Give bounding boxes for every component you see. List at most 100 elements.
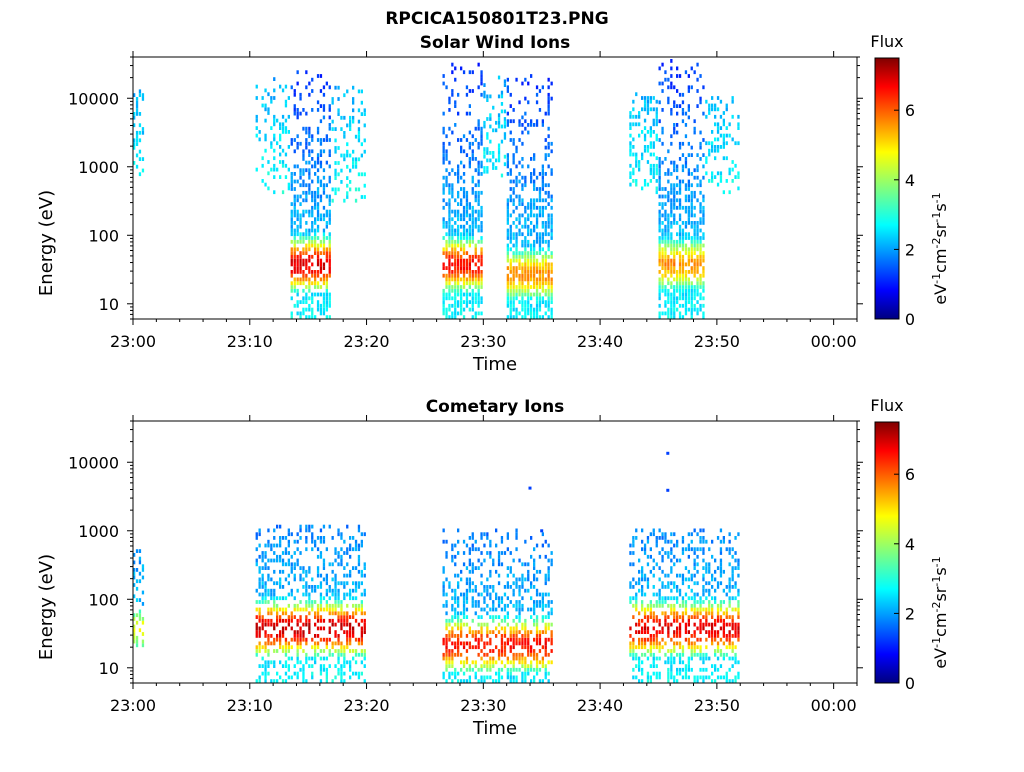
heatmap-cell: [693, 641, 696, 646]
heatmap-cell: [670, 262, 673, 267]
heatmap-cell: [687, 618, 690, 623]
heatmap-cell: [646, 585, 650, 589]
heatmap-cell: [311, 536, 314, 540]
heatmap-cell: [322, 104, 326, 108]
heatmap-cell: [506, 581, 509, 586]
heatmap-cell: [457, 641, 460, 646]
heatmap-cell: [512, 254, 515, 259]
heatmap-cell: [290, 251, 293, 255]
heatmap-cell: [535, 175, 539, 180]
heatmap-cell: [486, 585, 489, 589]
heatmap-cell: [302, 634, 305, 638]
heatmap-cell: [468, 558, 471, 563]
heatmap-cell: [349, 622, 352, 627]
heatmap-cell: [340, 532, 343, 537]
heatmap-cell: [655, 111, 658, 115]
heatmap-cell: [448, 664, 451, 668]
heatmap-cell: [643, 577, 647, 582]
heatmap-cell: [270, 596, 273, 601]
heatmap-cell: [509, 296, 512, 301]
heatmap-cell: [480, 77, 483, 82]
heatmap-cell: [515, 224, 518, 229]
heatmap-cell: [687, 187, 690, 191]
heatmap-cell: [512, 664, 515, 668]
heatmap-cell: [454, 588, 457, 593]
heatmap-cell: [667, 243, 670, 248]
heatmap-cell: [547, 247, 550, 252]
heatmap-cell: [442, 296, 445, 301]
heatmap-cell: [328, 618, 331, 623]
x-tick-label: 00:00: [811, 696, 857, 715]
heatmap-cell: [687, 213, 690, 218]
heatmap-cell: [702, 138, 705, 142]
heatmap-cell: [658, 251, 661, 255]
heatmap-cell: [445, 307, 448, 312]
heatmap-cell: [734, 645, 737, 650]
heatmap-cell: [547, 153, 550, 157]
heatmap-cell: [678, 277, 682, 282]
heatmap-cell: [673, 100, 676, 105]
heatmap-cell: [477, 558, 480, 563]
heatmap-cell: [512, 236, 515, 240]
heatmap-cell: [641, 679, 644, 683]
heatmap-cell: [676, 104, 679, 108]
heatmap-cell: [468, 258, 471, 263]
heatmap-cell: [690, 607, 693, 612]
heatmap-cell: [737, 660, 740, 665]
heatmap-cell: [334, 588, 337, 593]
heatmap-cell: [287, 532, 290, 537]
heatmap-cell: [550, 262, 553, 267]
heatmap-cell: [357, 675, 361, 680]
heatmap-cell: [290, 141, 293, 146]
heatmap-cell: [471, 157, 474, 161]
heatmap-cell: [328, 243, 331, 248]
heatmap-cell: [664, 213, 667, 218]
heatmap-cell: [512, 153, 515, 157]
heatmap-cell: [340, 153, 343, 158]
heatmap-cell: [681, 258, 685, 263]
heatmap-cell: [290, 592, 293, 597]
heatmap-cell: [696, 266, 699, 270]
heatmap-cell: [448, 630, 451, 634]
heatmap-cell: [533, 224, 536, 229]
colorbar-title: Flux: [870, 396, 903, 415]
heatmap-cell: [471, 190, 474, 195]
heatmap-cell: [267, 652, 270, 657]
heatmap-cell: [632, 645, 635, 650]
heatmap-cell: [728, 190, 731, 195]
heatmap-cell: [305, 603, 308, 608]
heatmap-cell: [693, 205, 696, 210]
heatmap-cells: [133, 451, 740, 683]
heatmap-cell: [643, 137, 647, 142]
heatmap-cell: [322, 664, 326, 668]
heatmap-cell: [474, 277, 477, 282]
heatmap-cell: [731, 137, 734, 142]
heatmap-cell: [460, 618, 463, 623]
heatmap-cell: [468, 551, 471, 555]
heatmap-cell: [299, 217, 302, 222]
heatmap-cell: [673, 288, 676, 293]
heatmap-cell: [302, 592, 305, 597]
heatmap-cell: [322, 296, 326, 301]
heatmap-cell: [346, 164, 349, 169]
heatmap-cell: [512, 288, 515, 293]
heatmap-cell: [521, 307, 524, 312]
heatmap-cell: [305, 70, 308, 75]
heatmap-cell: [357, 89, 361, 94]
heatmap-cell: [299, 221, 302, 225]
heatmap-cell: [279, 577, 282, 582]
heatmap-cell: [667, 232, 670, 237]
heatmap-cell: [678, 281, 682, 286]
heatmap-cell: [737, 566, 740, 570]
heatmap-cell: [509, 649, 512, 653]
heatmap-cell: [349, 664, 352, 668]
heatmap-cell: [702, 528, 705, 533]
heatmap-cell: [734, 656, 737, 661]
heatmap-cell: [699, 273, 702, 278]
heatmap-cell: [270, 618, 273, 623]
heatmap-cell: [661, 569, 664, 574]
heatmap-cell: [477, 183, 480, 188]
heatmap-cell: [503, 83, 507, 87]
heatmap-cell: [273, 660, 276, 665]
heatmap-cell: [646, 562, 650, 567]
